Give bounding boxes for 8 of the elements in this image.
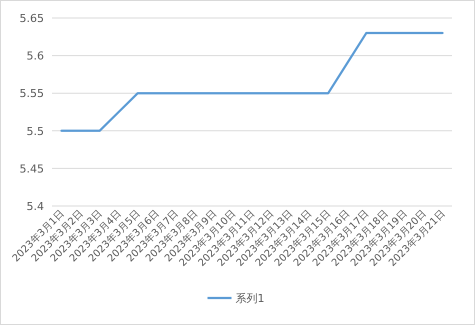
- y-tick-label: 5.6: [26, 50, 44, 63]
- line-series: [60, 32, 444, 132]
- y-tick-label: 5.65: [20, 12, 44, 25]
- y-tick-label: 5.4: [26, 200, 44, 213]
- y-tick-label: 5.5: [26, 124, 44, 138]
- y-tick-label: 5.45: [20, 162, 44, 176]
- legend-label: 系列1: [236, 292, 264, 305]
- y-tick-label: 5.55: [20, 87, 44, 100]
